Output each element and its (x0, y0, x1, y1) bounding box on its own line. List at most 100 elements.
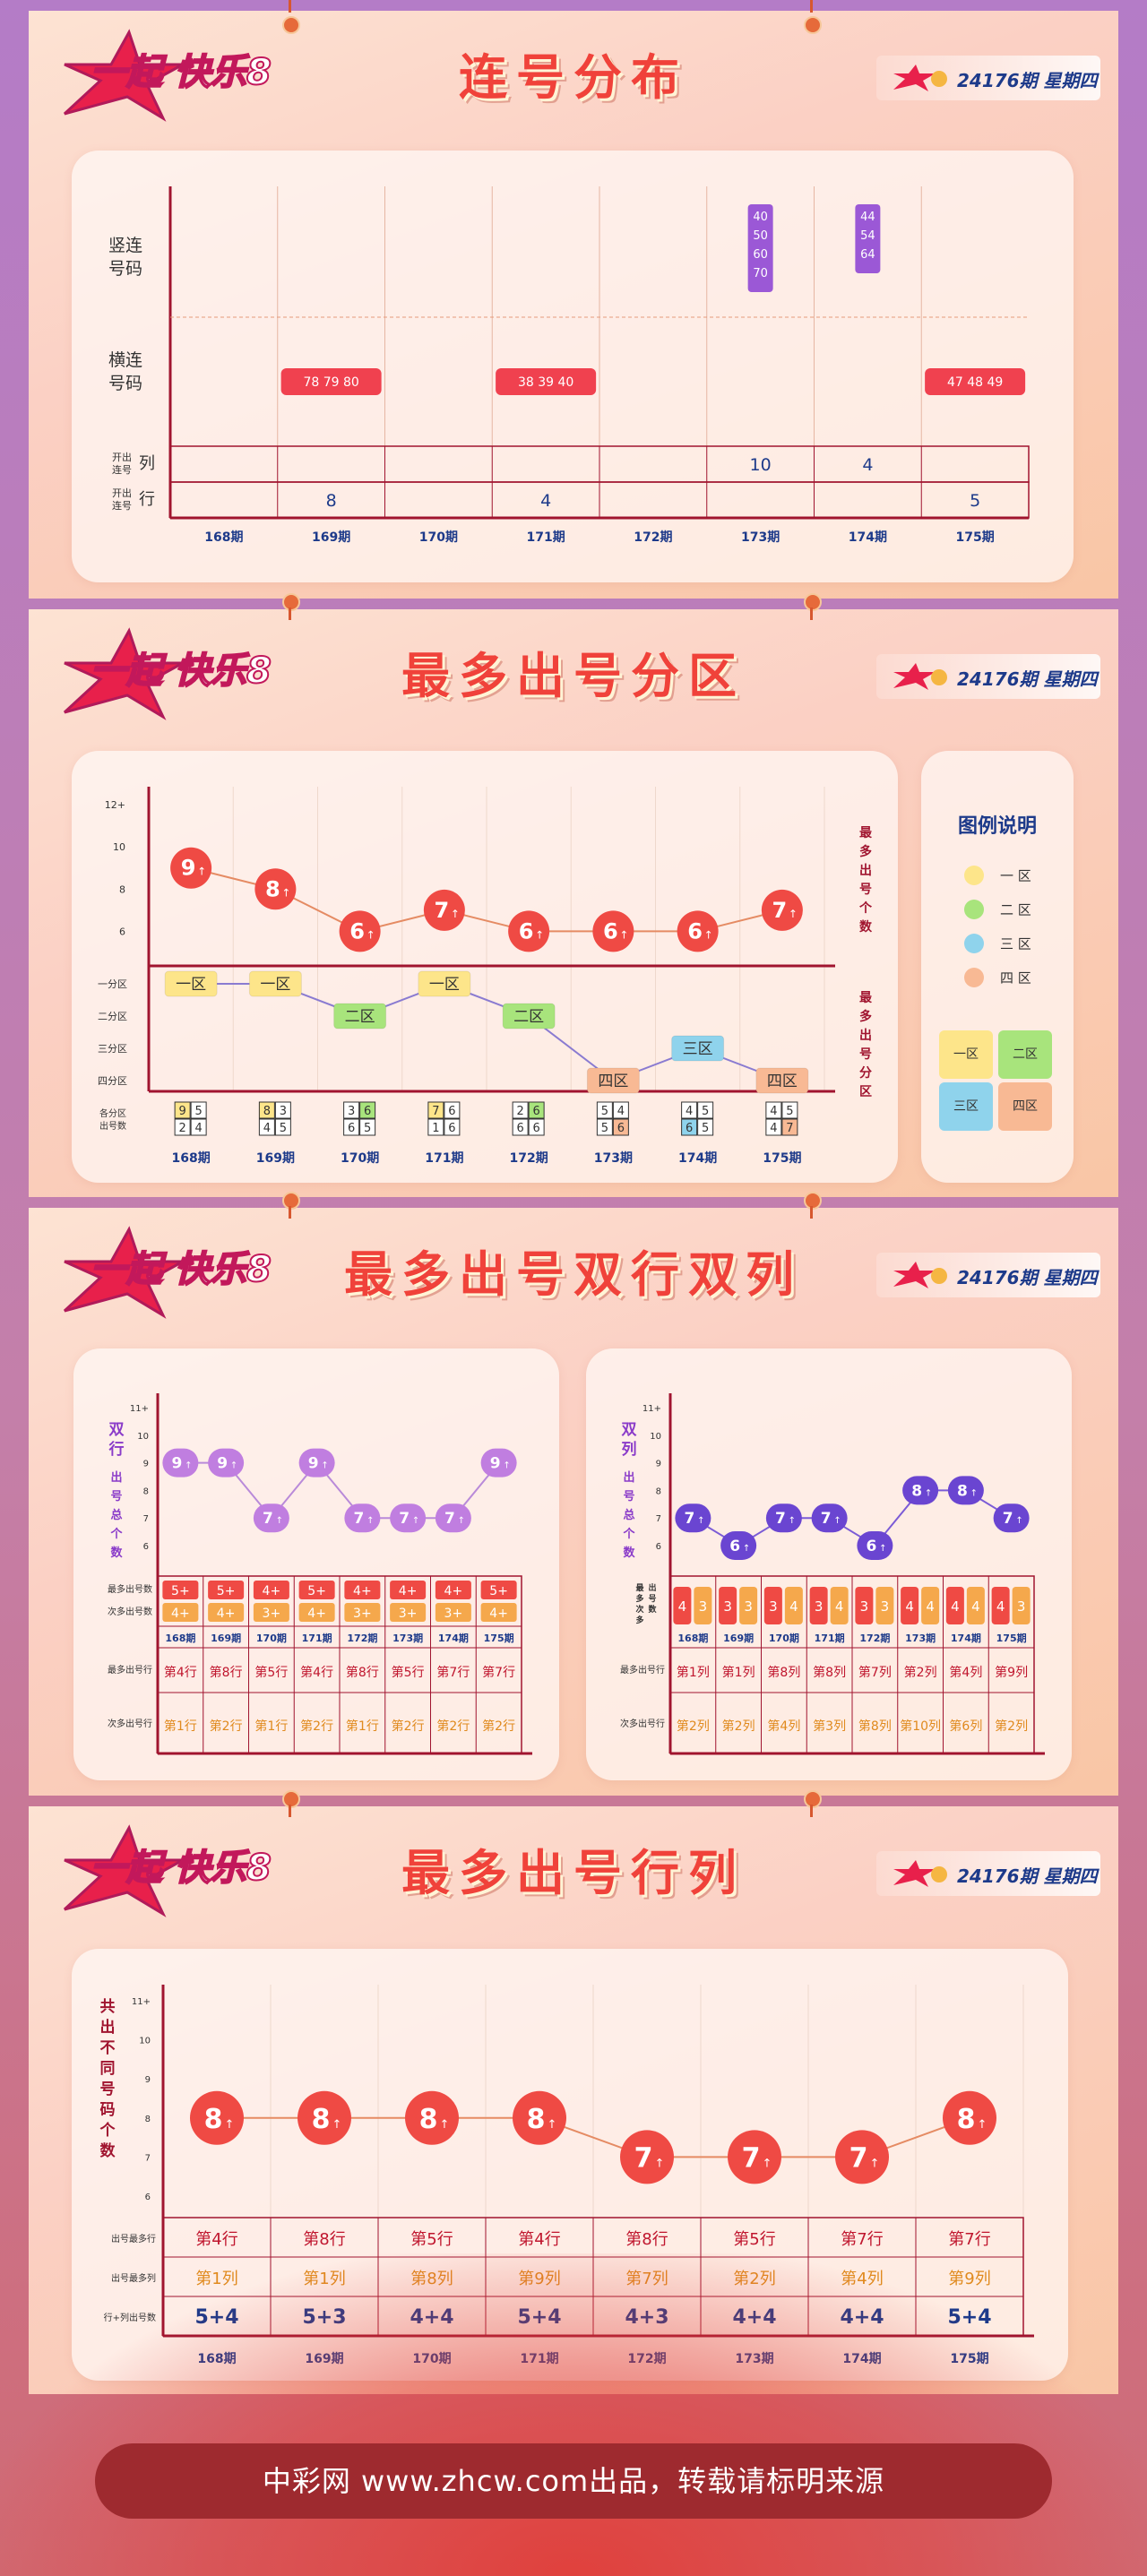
horizontal-consecutive-pill (925, 368, 1026, 395)
count-pill (784, 1587, 803, 1624)
second-count: 3+ (263, 1607, 281, 1621)
most-count: 4+ (263, 1584, 281, 1598)
zone-count-cell (427, 1101, 444, 1119)
most-count: 5+ (489, 1584, 508, 1598)
zone-count-value: 6 (532, 1105, 539, 1118)
row-label-small: 连号 (112, 500, 132, 512)
zone-count-value: 5 (280, 1122, 287, 1135)
zone-level-label: 一分区 (98, 978, 127, 990)
horizontal-consecutive-pill (280, 368, 382, 395)
period-label: 175期 (950, 2352, 988, 2366)
zone-count-cell (444, 1118, 461, 1136)
y-tick: 11+ (130, 1404, 149, 1414)
horizontal-numbers: 47 48 49 (947, 375, 1003, 390)
right-axis-label-lower: 号 (859, 1047, 872, 1062)
zone-count-value: 3 (348, 1105, 355, 1118)
vertical-number: 64 (860, 248, 875, 262)
data-label-arrow: ↑ (281, 886, 290, 899)
second-count: 4 (789, 1598, 798, 1615)
pin-icon (804, 16, 822, 34)
data-point (857, 1531, 893, 1560)
most-col: 第4列 (949, 1665, 982, 1680)
second-row: 第2行 (210, 1719, 243, 1734)
second-col: 第2列 (995, 1719, 1028, 1734)
axis-label-sub: 出 (110, 1470, 122, 1485)
data-point (298, 1448, 335, 1478)
period-label: 171期 (527, 530, 565, 545)
data-label: 7 (821, 1510, 832, 1528)
second-col: 第2列 (722, 1719, 755, 1734)
table-label: 次多出号行 (108, 1718, 152, 1729)
data-label: 6 (349, 918, 365, 943)
horizontal-consecutive-pill (496, 368, 597, 395)
table-label: 行+列出号数 (104, 2312, 156, 2323)
pin-line (810, 1805, 813, 1817)
zone-count-value: 2 (516, 1105, 523, 1118)
legend-title: 图例说明 (957, 815, 1037, 838)
axis-label-title: 列 (622, 1440, 637, 1459)
axis-label-sub: 个 (622, 1527, 635, 1541)
most-row: 第4行 (164, 1665, 197, 1680)
zone-count-value: 6 (532, 1122, 539, 1135)
data-point (253, 1503, 289, 1533)
second-count: 4+ (489, 1607, 508, 1621)
second-count: 4 (926, 1598, 935, 1615)
second-col: 第3列 (813, 1719, 846, 1734)
zone-count-value: 6 (516, 1122, 523, 1135)
table-label-char: 数 (648, 1604, 657, 1615)
zone-count-value: 6 (348, 1122, 355, 1135)
most-col: 第2列 (733, 2270, 775, 2288)
second-count: 4+ (307, 1607, 326, 1621)
data-label-arrow: ↑ (978, 2118, 987, 2132)
vertical-number: 60 (753, 248, 768, 262)
period-label: 174期 (951, 1632, 981, 1644)
brand-logo: 一起 快乐8 (63, 1824, 272, 1917)
zone-level-label: 二分区 (98, 1011, 127, 1022)
zone-count-value: 6 (364, 1105, 371, 1118)
data-label: 7 (634, 2142, 653, 2174)
period-label: 170期 (256, 1632, 287, 1644)
most-row: 第8行 (303, 2230, 345, 2249)
count-pill (719, 1587, 737, 1624)
data-point (170, 847, 212, 889)
data-label-arrow: ↑ (704, 928, 713, 941)
count-pill (435, 1603, 471, 1622)
mini-logo-icon (893, 65, 947, 91)
data-label: 7 (849, 2142, 868, 2174)
right-axis-label-upper: 个 (858, 900, 873, 916)
data-point (513, 2090, 566, 2145)
data-point (620, 2130, 674, 2184)
table-label-char: 次 (635, 1604, 643, 1615)
period-label: 171期 (302, 1632, 332, 1644)
second-count: 4+ (171, 1607, 190, 1621)
count-pill (344, 1581, 381, 1599)
data-label: 7 (772, 898, 788, 923)
count-pill (253, 1581, 289, 1599)
zone-count-value: 4 (770, 1122, 777, 1135)
most-col: 第9列 (948, 2270, 990, 2288)
most-col: 第1列 (677, 1665, 710, 1680)
most-col: 第9列 (518, 2270, 560, 2288)
count-pill (830, 1587, 849, 1624)
legend-quad-zone2: 二区 (998, 1030, 1052, 1079)
zone-count-value: 2 (178, 1122, 185, 1135)
data-point (902, 1476, 939, 1505)
zone-pill (755, 1067, 809, 1094)
zone-counts-label: 出号数 (99, 1120, 126, 1132)
zone-pill-label: 二区 (513, 1008, 544, 1026)
zone-counts-label: 各分区 (99, 1107, 126, 1119)
zone-count-value: 4 (686, 1105, 693, 1118)
mini-logo-star (893, 1860, 936, 1887)
most-count: 5+ (217, 1584, 236, 1598)
most-count: 4 (996, 1598, 1005, 1615)
y-tick: 7 (656, 1514, 661, 1524)
zone-count-cell (343, 1118, 360, 1136)
most-row: 第7行 (841, 2230, 883, 2249)
y-tick: 9 (143, 1460, 149, 1469)
most-count: 4+ (353, 1584, 372, 1598)
table-label: 出号最多列 (111, 2272, 156, 2284)
data-label-arrow: ↑ (225, 2118, 235, 2132)
data-label-arrow: ↑ (197, 866, 206, 878)
